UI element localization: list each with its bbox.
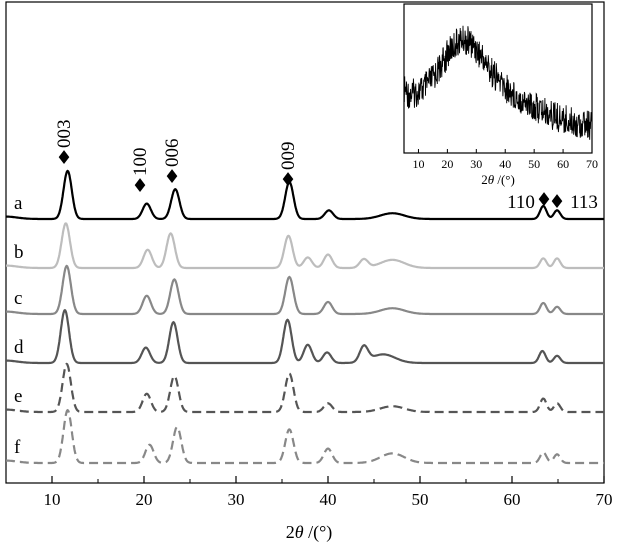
peak-marker: ♦ xyxy=(535,189,552,211)
peak-label: 113 xyxy=(570,192,598,213)
inset-x-tick-label: 60 xyxy=(557,157,569,171)
x-tick-label: 60 xyxy=(504,490,521,509)
inset-x-tick-label: 10 xyxy=(412,157,424,171)
plot-frame xyxy=(5,1,605,484)
series-line-f xyxy=(6,408,604,465)
series-line-b xyxy=(6,222,604,270)
series-line-d xyxy=(6,308,604,365)
inset-x-tick-label: 20 xyxy=(441,157,453,171)
series-line-e xyxy=(6,362,604,414)
peak-label: 009 xyxy=(278,142,299,171)
peak-label: 003 xyxy=(54,120,75,149)
peak-label: 110 xyxy=(507,192,535,213)
series-line-a xyxy=(6,169,604,221)
series-label-e: e xyxy=(14,386,22,407)
peak-marker: ♦ xyxy=(163,166,180,188)
x-tick-label: 70 xyxy=(596,490,613,509)
peak-marker: ♦ xyxy=(279,169,296,191)
x-tick-label: 50 xyxy=(412,490,429,509)
series-label-c: c xyxy=(14,288,22,309)
series-line-c xyxy=(6,264,604,316)
inset-x-tick-label: 30 xyxy=(470,157,482,171)
x-tick-label: 40 xyxy=(320,490,337,509)
x-tick-label: 30 xyxy=(228,490,245,509)
inset-series-line xyxy=(403,25,593,140)
peak-marker: ♦ xyxy=(55,147,72,169)
peak-marker: ♦ xyxy=(131,175,148,197)
peak-label: 006 xyxy=(162,139,183,168)
inset-x-tick-label: 70 xyxy=(586,157,598,171)
peak-marker: ♦ xyxy=(548,191,565,213)
series-label-f: f xyxy=(14,437,21,458)
inset-x-tick-label: 50 xyxy=(528,157,540,171)
x-tick-label: 20 xyxy=(136,490,153,509)
series-label-d: d xyxy=(14,337,24,358)
inset-x-axis-label: 2θ /(°) xyxy=(481,172,515,187)
peak-label: 100 xyxy=(130,148,151,177)
inset-plot: 10 20 30 40 50 60 70 2θ /(°) xyxy=(403,3,598,187)
series-label-a: a xyxy=(14,193,23,214)
x-axis-label: 2θ /(°) xyxy=(286,522,333,543)
x-tick-label: 10 xyxy=(44,490,61,509)
series-label-b: b xyxy=(14,242,24,263)
inset-x-tick-label: 40 xyxy=(499,157,511,171)
